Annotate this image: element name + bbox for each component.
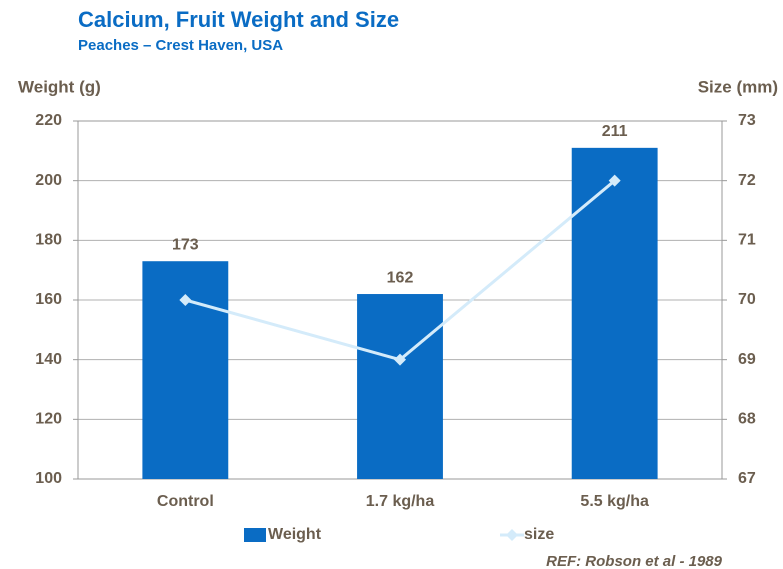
x-tick-label: 1.7 kg/ha	[366, 493, 435, 510]
line-marker	[394, 353, 406, 366]
y2-tick-label: 67	[738, 470, 756, 487]
legend-label: Weight	[268, 526, 322, 543]
y2-axis-label: Size (mm)	[698, 77, 778, 96]
legend-label: size	[524, 526, 554, 543]
y-tick-label: 100	[35, 470, 62, 487]
y-tick-label: 120	[35, 411, 62, 428]
legend-swatch	[244, 528, 266, 542]
line-marker	[608, 174, 621, 187]
x-tick-label: 5.5 kg/ha	[580, 493, 649, 510]
y-tick-label: 200	[35, 172, 62, 189]
y-axis-label: Weight (g)	[18, 77, 101, 96]
y2-tick-label: 73	[738, 112, 756, 129]
y-tick-label: 160	[35, 291, 62, 308]
y-tick-label: 180	[35, 232, 62, 249]
x-tick-label: Control	[157, 493, 214, 510]
bar	[142, 261, 229, 479]
y2-tick-label: 71	[738, 232, 756, 249]
reference-note: REF: Robson et al - 1989	[546, 553, 723, 569]
chart-title: Calcium, Fruit Weight and Size	[78, 7, 399, 32]
data-label: 173	[172, 236, 199, 253]
y2-tick-label: 68	[738, 411, 756, 428]
y-tick-label: 140	[35, 351, 62, 368]
y2-tick-label: 72	[738, 172, 756, 189]
y2-tick-label: 70	[738, 291, 756, 308]
line-marker	[179, 294, 192, 306]
legend-swatch	[506, 529, 518, 541]
bar	[571, 147, 658, 479]
data-label: 211	[602, 123, 628, 140]
y-tick-label: 220	[35, 112, 62, 129]
y2-tick-label: 69	[738, 351, 756, 368]
data-label: 162	[387, 269, 414, 286]
chart-subtitle: Peaches – Crest Haven, USA	[78, 37, 283, 54]
bar	[357, 294, 443, 479]
